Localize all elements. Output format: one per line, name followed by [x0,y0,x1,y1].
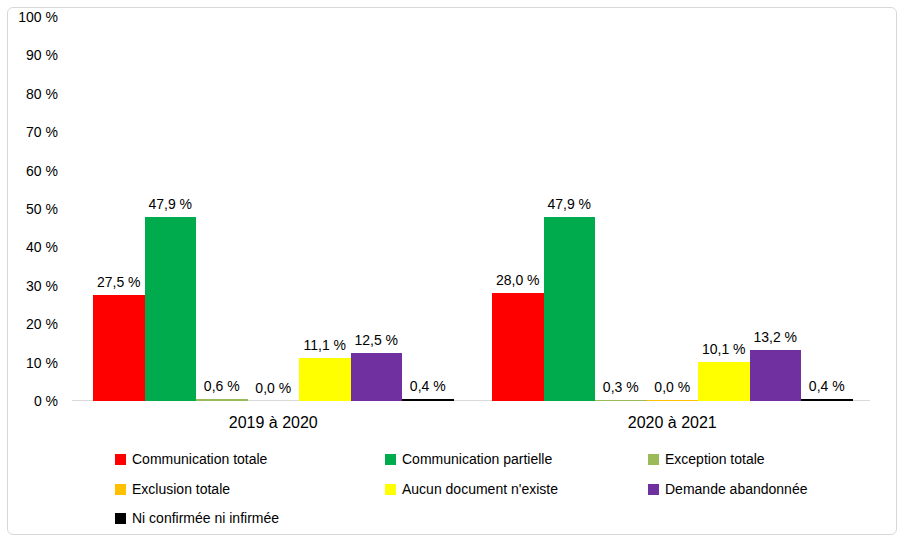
bar [145,217,197,401]
legend-item: Aucun document n'existe [385,480,558,498]
legend-label: Exception totale [665,450,765,468]
legend-marker [385,454,396,465]
bar [299,358,351,401]
legend-item: Exclusion totale [115,480,230,498]
bar-value-label: 13,2 % [730,329,820,346]
bar [647,400,699,402]
y-axis-tick-label: 20 % [0,315,58,333]
legend-label: Communication partielle [402,450,552,468]
legend-label: Exclusion totale [132,480,230,498]
y-axis-tick-label: 70 % [0,123,58,141]
legend-marker [385,484,396,495]
bar-value-label: 0,4 % [383,378,473,395]
bar [698,362,750,401]
legend-marker [648,454,659,465]
legend-label: Demande abandonnée [665,480,807,498]
y-axis-tick-label: 0 % [0,392,58,410]
y-axis-tick-label: 100 % [0,8,58,26]
legend-item: Demande abandonnée [648,480,807,498]
y-axis-tick-label: 80 % [0,85,58,103]
legend-item: Exception totale [648,450,765,468]
x-axis-category-label: 2020 à 2021 [592,413,752,432]
legend-label: Aucun document n'existe [402,480,558,498]
bar [595,400,647,401]
legend-label: Communication totale [132,450,267,468]
legend-item: Communication partielle [385,450,552,468]
bar [196,399,248,401]
bar [402,399,454,401]
y-axis-tick-label: 30 % [0,277,58,295]
legend-marker [648,484,659,495]
y-axis-tick-label: 60 % [0,162,58,180]
legend-marker [115,513,126,524]
legend-item: Ni confirmée ni infirmée [115,509,279,527]
legend-marker [115,484,126,495]
bar-value-label: 47,9 % [524,196,614,213]
bar-chart: 0 % 10 % 20 % 30 % 40 % 50 % 60 % 70 % 80 % 90 % 1… [0,0,906,552]
y-axis-tick-label: 10 % [0,354,58,372]
bar [544,217,596,401]
legend-marker [115,454,126,465]
bar [492,293,544,401]
legend-label: Ni confirmée ni infirmée [132,509,279,527]
bar-value-label: 47,9 % [125,196,215,213]
y-axis-tick-label: 50 % [0,200,58,218]
x-axis-category-label: 2019 à 2020 [193,413,353,432]
y-axis-tick-label: 90 % [0,46,58,64]
bar-value-label: 0,4 % [782,378,872,395]
bar-value-label: 12,5 % [331,332,421,349]
legend-item: Communication totale [115,450,267,468]
y-axis-tick-label: 40 % [0,238,58,256]
bar [93,295,145,401]
bar [801,399,853,401]
